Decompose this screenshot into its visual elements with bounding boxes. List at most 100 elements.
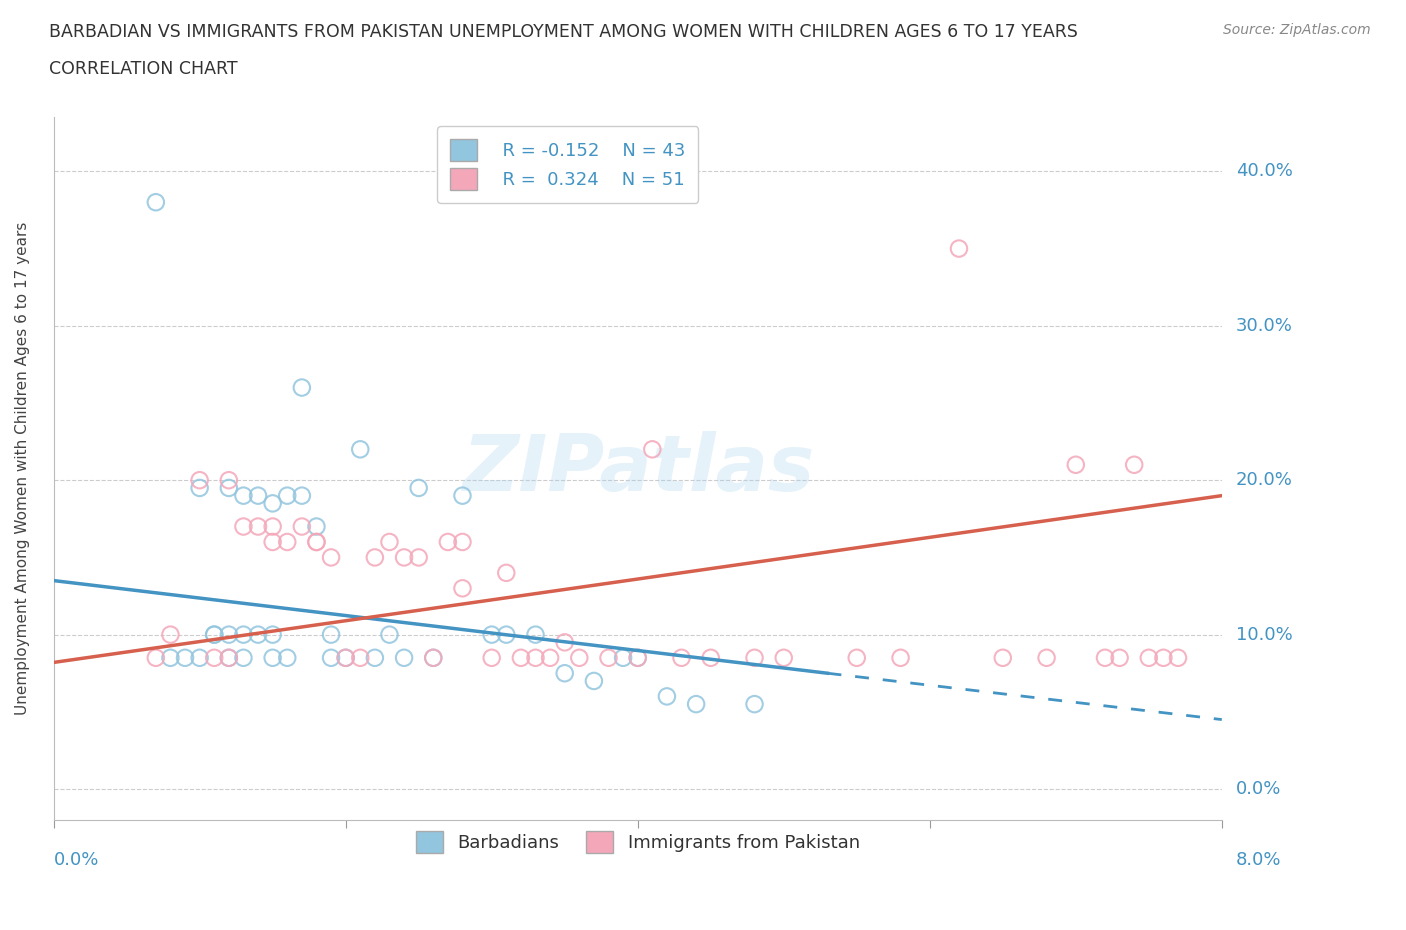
Point xyxy=(218,650,240,665)
Point xyxy=(568,650,591,665)
Legend: Barbadians, Immigrants from Pakistan: Barbadians, Immigrants from Pakistan xyxy=(408,824,868,860)
Point xyxy=(772,650,794,665)
Point xyxy=(335,650,357,665)
Point xyxy=(481,650,503,665)
Point xyxy=(291,519,314,534)
Point xyxy=(247,627,270,642)
Point xyxy=(247,519,270,534)
Text: Source: ZipAtlas.com: Source: ZipAtlas.com xyxy=(1223,23,1371,37)
Point xyxy=(451,535,474,550)
Text: 30.0%: 30.0% xyxy=(1236,317,1292,335)
Point xyxy=(218,481,240,496)
Point xyxy=(538,650,561,665)
Point xyxy=(232,488,254,503)
Point xyxy=(364,650,387,665)
Point xyxy=(451,488,474,503)
Point xyxy=(408,550,430,565)
Point xyxy=(218,472,240,487)
Text: ZIPatlas: ZIPatlas xyxy=(461,431,814,507)
Point xyxy=(159,650,181,665)
Point xyxy=(188,481,211,496)
Point xyxy=(262,627,284,642)
Point xyxy=(1108,650,1130,665)
Point xyxy=(451,581,474,596)
Point xyxy=(232,650,254,665)
Point xyxy=(188,650,211,665)
Point xyxy=(349,442,371,457)
Point xyxy=(948,241,970,256)
Point xyxy=(671,650,693,665)
Point xyxy=(218,627,240,642)
Point xyxy=(378,535,401,550)
Point xyxy=(262,496,284,511)
Point xyxy=(1094,650,1116,665)
Point xyxy=(291,488,314,503)
Point xyxy=(247,488,270,503)
Point xyxy=(422,650,444,665)
Point xyxy=(744,650,766,665)
Point xyxy=(598,650,620,665)
Point xyxy=(1152,650,1174,665)
Point xyxy=(349,650,371,665)
Point xyxy=(890,650,912,665)
Point xyxy=(524,650,547,665)
Point xyxy=(262,535,284,550)
Text: 40.0%: 40.0% xyxy=(1236,163,1292,180)
Point xyxy=(202,650,225,665)
Point xyxy=(641,442,664,457)
Point xyxy=(495,627,517,642)
Point xyxy=(554,635,576,650)
Point xyxy=(291,380,314,395)
Text: BARBADIAN VS IMMIGRANTS FROM PAKISTAN UNEMPLOYMENT AMONG WOMEN WITH CHILDREN AGE: BARBADIAN VS IMMIGRANTS FROM PAKISTAN UN… xyxy=(49,23,1078,41)
Text: CORRELATION CHART: CORRELATION CHART xyxy=(49,60,238,78)
Point xyxy=(509,650,531,665)
Point xyxy=(262,519,284,534)
Point xyxy=(422,650,444,665)
Point xyxy=(612,650,634,665)
Point xyxy=(319,650,342,665)
Point xyxy=(319,627,342,642)
Point xyxy=(627,650,650,665)
Point xyxy=(202,627,225,642)
Point xyxy=(1035,650,1057,665)
Point xyxy=(305,519,328,534)
Point xyxy=(699,650,721,665)
Point xyxy=(845,650,868,665)
Point xyxy=(305,535,328,550)
Point xyxy=(392,550,415,565)
Point xyxy=(554,666,576,681)
Point xyxy=(262,650,284,665)
Point xyxy=(1137,650,1160,665)
Point xyxy=(305,535,328,550)
Point xyxy=(685,697,707,711)
Point xyxy=(174,650,197,665)
Point xyxy=(159,627,181,642)
Point xyxy=(276,488,298,503)
Point xyxy=(145,650,167,665)
Point xyxy=(276,650,298,665)
Point xyxy=(582,673,605,688)
Point xyxy=(232,519,254,534)
Point xyxy=(364,550,387,565)
Point xyxy=(218,650,240,665)
Point xyxy=(524,627,547,642)
Point xyxy=(481,627,503,642)
Point xyxy=(335,650,357,665)
Point xyxy=(1167,650,1189,665)
Point xyxy=(232,627,254,642)
Point xyxy=(991,650,1014,665)
Point xyxy=(655,689,678,704)
Point xyxy=(437,535,460,550)
Point xyxy=(1064,458,1087,472)
Text: 0.0%: 0.0% xyxy=(53,851,98,869)
Y-axis label: Unemployment Among Women with Children Ages 6 to 17 years: Unemployment Among Women with Children A… xyxy=(15,222,30,715)
Point xyxy=(145,194,167,209)
Point xyxy=(744,697,766,711)
Point xyxy=(627,650,650,665)
Point xyxy=(392,650,415,665)
Point xyxy=(319,550,342,565)
Point xyxy=(1123,458,1146,472)
Point xyxy=(495,565,517,580)
Text: 20.0%: 20.0% xyxy=(1236,472,1292,489)
Text: 10.0%: 10.0% xyxy=(1236,626,1292,644)
